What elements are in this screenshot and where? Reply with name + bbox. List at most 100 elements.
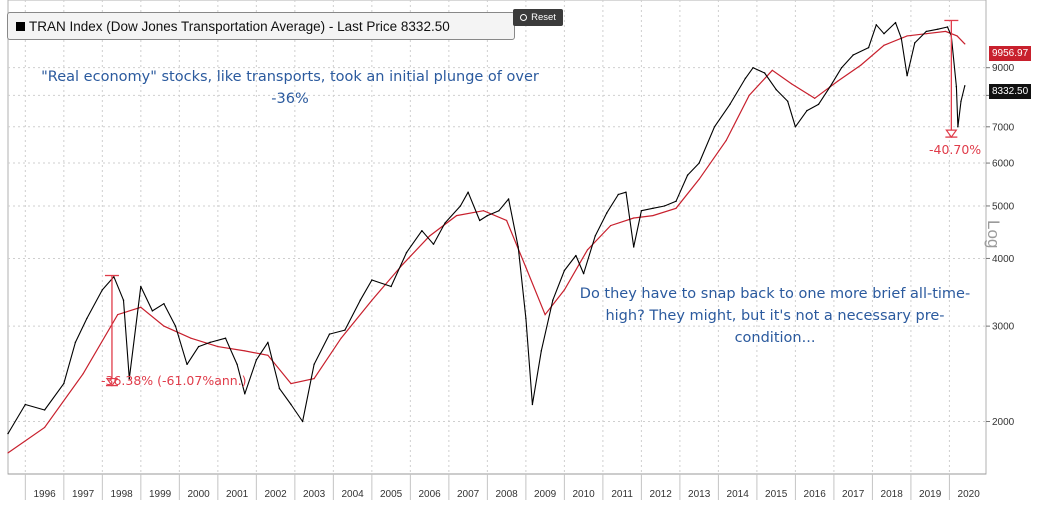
x-tick-label: 2005 xyxy=(380,489,403,500)
price-point xyxy=(301,420,304,423)
price-point xyxy=(698,162,700,164)
ma-point xyxy=(944,30,947,33)
price-point xyxy=(852,54,854,56)
x-tick-label: 2011 xyxy=(611,489,633,500)
x-tick-label: 2002 xyxy=(264,489,287,500)
legend: TRAN Index (Dow Jones Transportation Ave… xyxy=(7,12,515,40)
price-point xyxy=(74,341,77,344)
price-point xyxy=(140,285,142,288)
ma-point xyxy=(563,289,565,291)
reset-button-label: Reset xyxy=(531,12,556,23)
x-tick-label: 2015 xyxy=(765,489,788,500)
price-point xyxy=(444,222,446,224)
x-tick-label: 2019 xyxy=(919,489,942,500)
ma-point xyxy=(290,382,292,385)
moving-average-price-tag: 9956.97 xyxy=(989,46,1032,61)
reset-button[interactable]: Reset xyxy=(513,9,563,26)
price-point xyxy=(900,37,902,39)
x-tick-label: 2006 xyxy=(418,489,441,500)
price-point xyxy=(209,341,211,344)
price-point xyxy=(906,74,908,77)
drop-marker-arrow xyxy=(105,377,119,387)
x-tick-label: 2020 xyxy=(958,489,981,500)
price-point xyxy=(278,387,281,390)
price-point xyxy=(267,341,269,344)
price-point xyxy=(525,317,527,320)
x-tick-label: 2013 xyxy=(688,489,711,500)
price-point xyxy=(594,235,596,237)
price-point xyxy=(517,246,519,248)
ma-point xyxy=(586,249,589,251)
price-point xyxy=(752,66,754,69)
x-tick-label: 1997 xyxy=(72,489,95,500)
price-point xyxy=(236,363,238,366)
ma-point xyxy=(43,426,46,429)
drop-label-1998: -36.38% (-61.07%ann.) xyxy=(101,373,247,388)
price-point xyxy=(113,276,115,278)
ma-point xyxy=(7,452,9,454)
ma-point xyxy=(860,64,862,66)
y-tick-label: 3000 xyxy=(992,322,1015,333)
x-tick-label: 2009 xyxy=(534,489,557,500)
price-point xyxy=(552,299,554,301)
ma-point xyxy=(313,378,315,380)
price-point xyxy=(43,409,46,411)
price-point xyxy=(632,246,635,248)
price-point xyxy=(840,66,843,69)
price-point xyxy=(467,191,469,193)
price-point xyxy=(663,205,666,207)
ma-point xyxy=(190,337,192,339)
price-point xyxy=(925,30,928,33)
price-point xyxy=(946,26,949,28)
price-point xyxy=(875,24,877,26)
x-tick-label: 1996 xyxy=(33,489,56,500)
price-point xyxy=(421,230,423,232)
price-point xyxy=(960,100,962,103)
price-point xyxy=(713,126,716,128)
ma-point xyxy=(163,325,165,327)
ma-point xyxy=(82,373,84,375)
reset-icon xyxy=(520,14,528,21)
price-point xyxy=(617,193,619,196)
ma-point xyxy=(267,354,269,356)
price-point xyxy=(197,345,200,348)
ma-point xyxy=(140,306,142,308)
y-tick-label: 7000 xyxy=(992,122,1015,133)
price-point xyxy=(744,77,747,80)
price-line xyxy=(7,22,966,434)
ma-point xyxy=(455,214,458,217)
price-point xyxy=(817,103,820,106)
x-tick-label: 1999 xyxy=(149,489,172,500)
price-point xyxy=(937,28,939,30)
y-tick-label: 2000 xyxy=(992,417,1015,428)
y-tick-label: 4000 xyxy=(992,254,1015,265)
x-tick-label: 2010 xyxy=(573,489,596,500)
x-tick-label: 2014 xyxy=(727,489,750,500)
x-tick-label: 2007 xyxy=(457,489,480,500)
ma-point xyxy=(748,94,750,96)
price-point xyxy=(328,333,331,335)
ma-point xyxy=(925,33,927,35)
price-point xyxy=(7,432,9,435)
price-point xyxy=(405,251,408,254)
ma-point xyxy=(217,345,219,348)
ma-point xyxy=(482,210,485,212)
price-point xyxy=(86,317,88,320)
y-tick-label: 9000 xyxy=(992,63,1015,74)
price-point xyxy=(371,279,373,281)
price-point xyxy=(290,403,292,406)
price-point xyxy=(775,88,777,91)
price-point xyxy=(652,207,654,210)
price-point xyxy=(729,103,731,106)
price-point xyxy=(486,214,489,217)
x-tick-label: 2001 xyxy=(226,489,249,500)
ma-point xyxy=(906,35,908,37)
price-point xyxy=(955,86,958,88)
ma-point xyxy=(837,80,839,82)
price-point xyxy=(255,359,258,361)
price-point xyxy=(787,100,789,103)
ma-point xyxy=(956,35,958,37)
price-point xyxy=(867,46,870,49)
